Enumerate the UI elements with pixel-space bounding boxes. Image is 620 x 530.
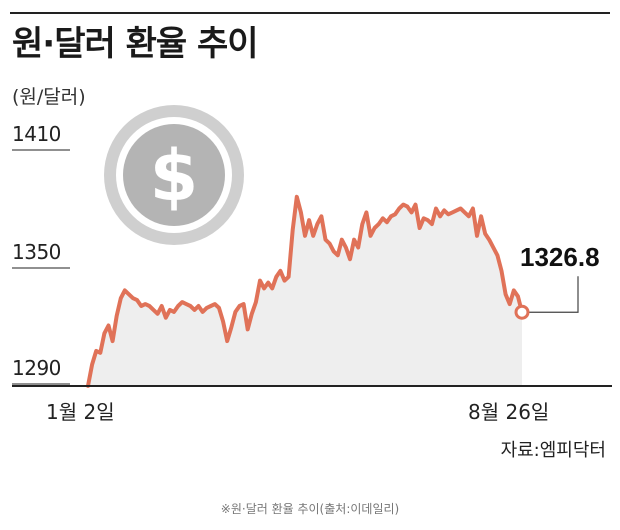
y-axis-unit: (원/달러)	[12, 86, 86, 108]
top-rule	[10, 12, 610, 14]
area-fill	[88, 196, 522, 386]
y-tick-label: 1410	[12, 122, 61, 146]
last-value-leader	[528, 276, 579, 313]
svg-text:$: $	[150, 135, 199, 217]
y-tick-label: 1290	[12, 356, 61, 380]
last-value-label: 1326.8	[520, 242, 600, 272]
source-note: 자료:엠피닥터	[500, 440, 606, 461]
y-tick-label: 1350	[12, 240, 61, 264]
image-caption: ※원·달러 환율 추이(출처:이데일리)	[220, 502, 400, 516]
last-value-marker	[514, 304, 530, 320]
dollar-coin-icon: $	[104, 105, 244, 245]
series-line	[86, 194, 524, 388]
x-tick-label: 8월 26일	[468, 400, 550, 424]
x-tick-label: 1월 2일	[46, 400, 115, 424]
chart-title: 원·달러 환율 추이	[12, 24, 259, 64]
